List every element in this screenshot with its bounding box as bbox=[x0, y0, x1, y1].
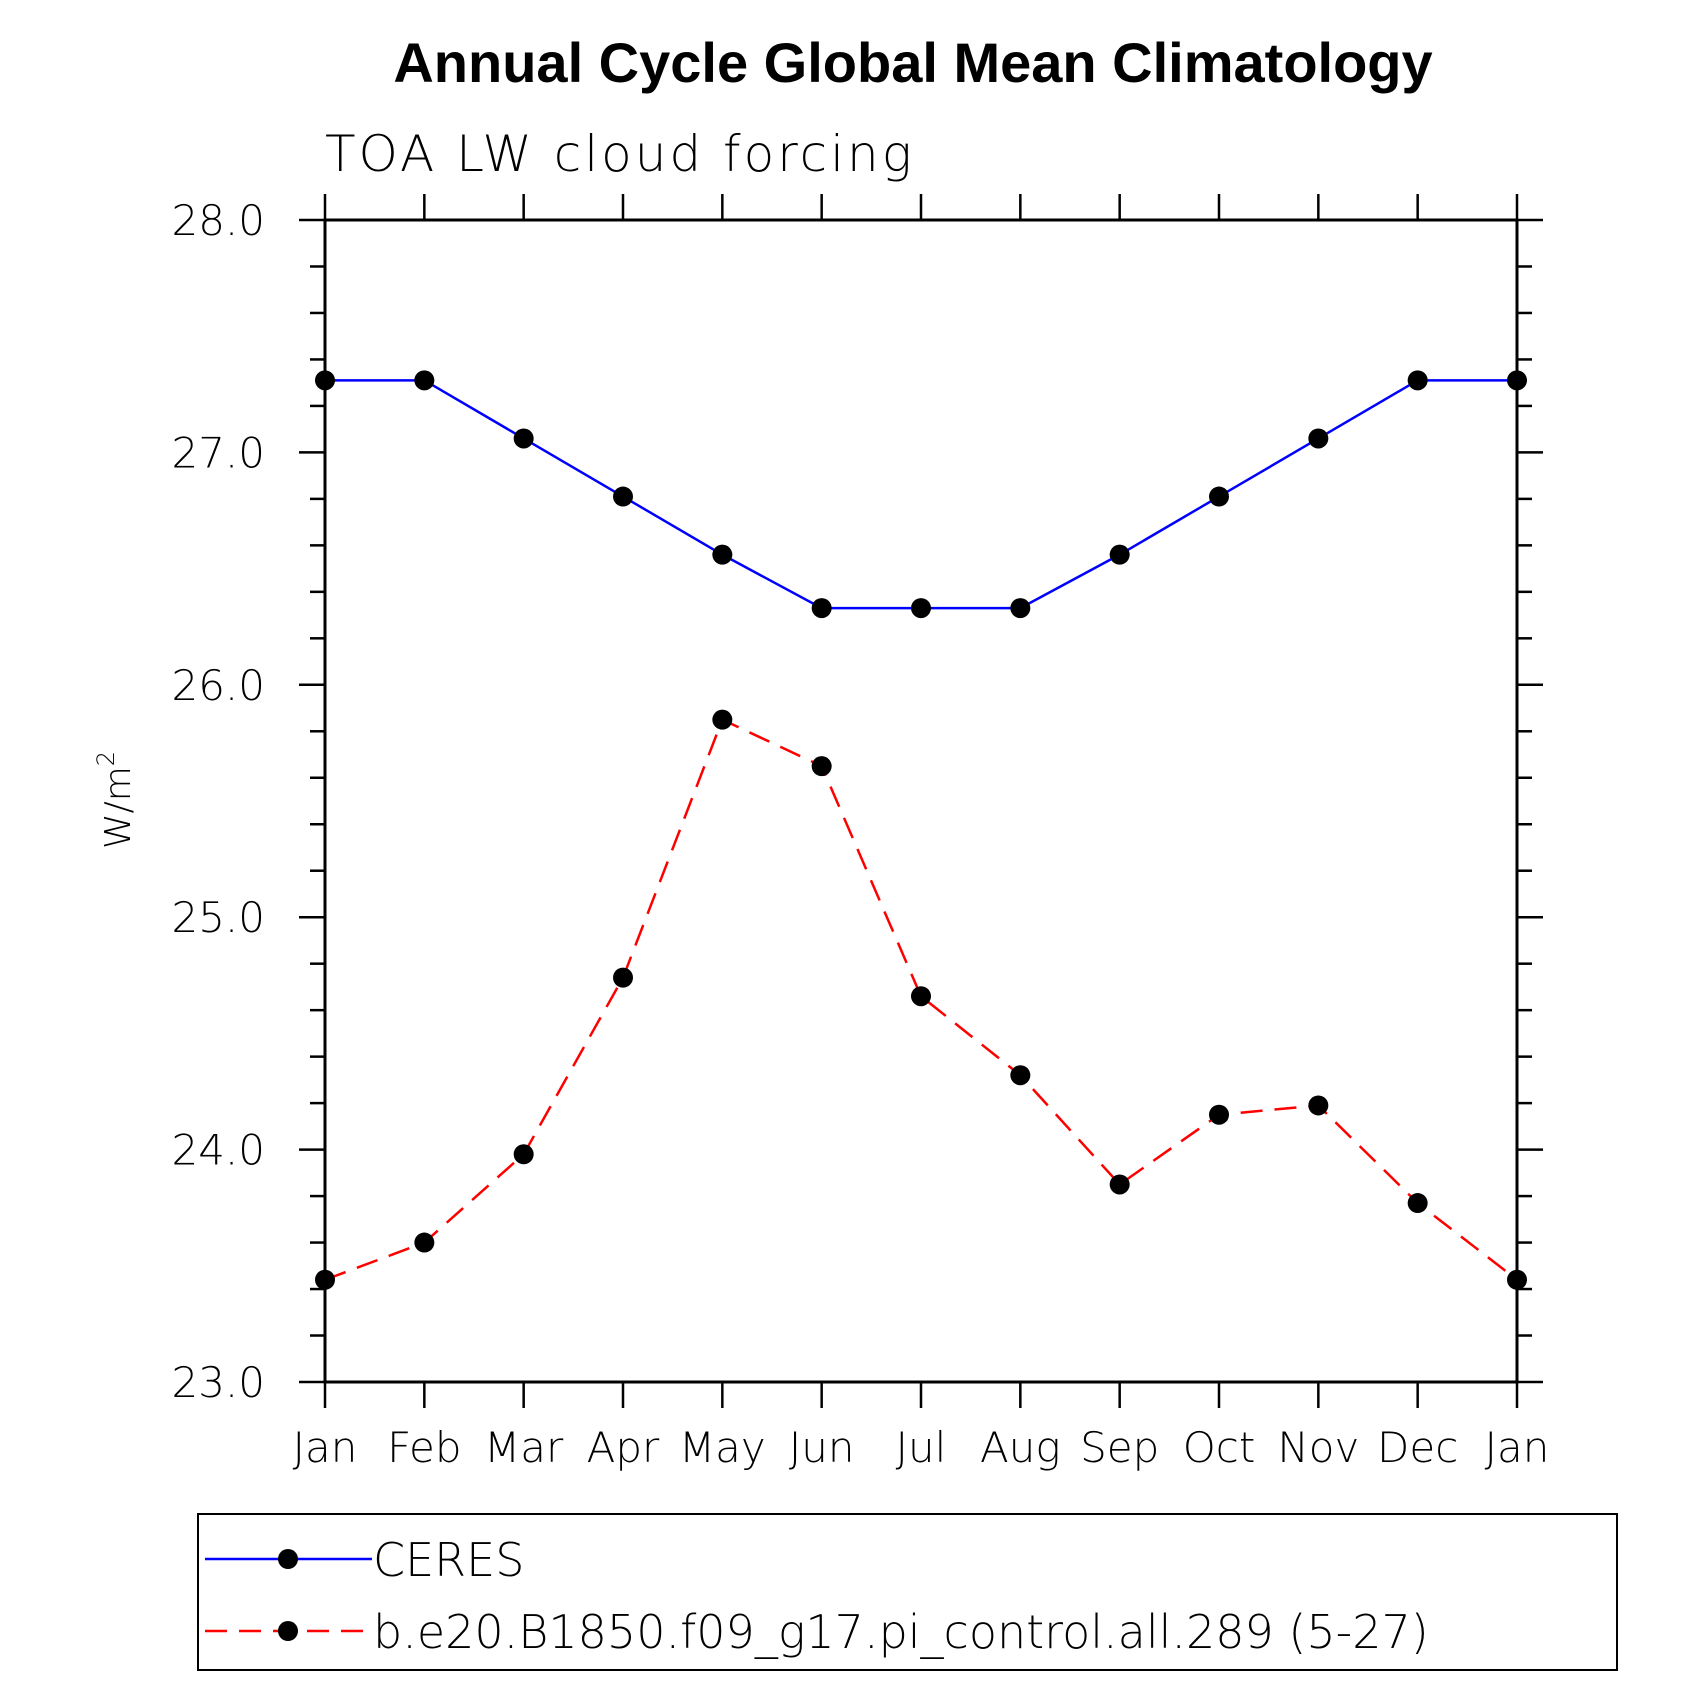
y-tick-label: 26.0 bbox=[171, 661, 265, 710]
legend-box bbox=[197, 1513, 1618, 1671]
x-tick-label: Dec bbox=[1377, 1423, 1458, 1472]
y-tick-label: 27.0 bbox=[171, 428, 265, 477]
series-0-point bbox=[315, 370, 335, 391]
legend-label-ceres: CERES bbox=[373, 1533, 524, 1587]
series-0-point bbox=[1010, 598, 1031, 619]
y-axis-label: W/m2 bbox=[92, 751, 139, 849]
plot-frame bbox=[323, 218, 1519, 1384]
series-1-point bbox=[1308, 1095, 1329, 1116]
y-tick-label: 24.0 bbox=[171, 1126, 265, 1175]
series-1-point bbox=[414, 1232, 435, 1253]
legend-entry-model: b.e20.B1850.f09_g17.pi_control.all.289 (… bbox=[205, 1605, 1429, 1659]
series-1-point bbox=[613, 967, 633, 988]
x-tick-label: Oct bbox=[1183, 1423, 1256, 1472]
legend-entry-ceres: CERES bbox=[205, 1533, 524, 1587]
series-0-point bbox=[613, 486, 633, 507]
x-tick-label: Aug bbox=[980, 1423, 1061, 1472]
y-tick-label: 28.0 bbox=[171, 196, 265, 245]
series-1-point bbox=[1209, 1104, 1229, 1125]
x-tick-label: Sep bbox=[1080, 1423, 1159, 1472]
x-tick-label: Nov bbox=[1277, 1423, 1359, 1472]
series-0-point bbox=[414, 370, 435, 391]
series-layer bbox=[315, 370, 1527, 1290]
series-1-point bbox=[513, 1144, 534, 1165]
series-0-point bbox=[1407, 370, 1428, 391]
x-tick-label: Mar bbox=[484, 1423, 564, 1472]
axis-ticks bbox=[299, 194, 1543, 1408]
series-1-point bbox=[1010, 1065, 1031, 1086]
series-0-point bbox=[1507, 370, 1527, 391]
series-0-point bbox=[811, 598, 832, 619]
legend-marker-ceres bbox=[278, 1549, 298, 1569]
y-tick-labels: 23.0 24.0 25.0 26.0 27.0 28.0 bbox=[171, 196, 265, 1407]
chart-title: Annual Cycle Global Mean Climatology bbox=[393, 31, 1432, 94]
x-tick-label: Jul bbox=[896, 1423, 947, 1472]
series-1-point bbox=[1407, 1193, 1428, 1214]
x-tick-labels: Jan Feb Mar Apr May Jun Jul Aug Sep Oct Nov Dec Jan bbox=[293, 1423, 1550, 1472]
y-tick-label: 25.0 bbox=[171, 893, 265, 942]
series-line-0 bbox=[325, 379, 1517, 610]
x-tick-label: Jan bbox=[293, 1423, 358, 1472]
x-tick-label: Jan bbox=[1485, 1423, 1550, 1472]
series-0-point bbox=[712, 544, 733, 565]
series-1-point bbox=[811, 756, 832, 777]
x-tick-label: Jun bbox=[789, 1423, 855, 1472]
series-0-point bbox=[1209, 486, 1229, 507]
series-0-point bbox=[513, 428, 534, 449]
legend-label-model: b.e20.B1850.f09_g17.pi_control.all.289 (… bbox=[373, 1605, 1429, 1659]
svg-text:W/m2: W/m2 bbox=[92, 751, 139, 849]
y-axis-label-superscript: 2 bbox=[92, 751, 120, 766]
series-0-point bbox=[1308, 428, 1329, 449]
series-1-point bbox=[1507, 1269, 1527, 1290]
chart-subtitle: TOA LW cloud forcing bbox=[325, 125, 915, 183]
series-0-point bbox=[1109, 544, 1130, 565]
x-tick-label: Apr bbox=[587, 1423, 660, 1472]
series-1-point bbox=[911, 986, 931, 1007]
x-tick-label: Feb bbox=[387, 1423, 461, 1472]
x-tick-label: May bbox=[679, 1423, 766, 1472]
series-1-point bbox=[315, 1269, 335, 1290]
series-1-point bbox=[1109, 1174, 1130, 1195]
series-1-point bbox=[712, 709, 733, 730]
series-0-point bbox=[911, 598, 931, 619]
legend: CERES b.e20.B1850.f09_g17.pi_control.all… bbox=[197, 1513, 1618, 1671]
y-axis-label-text: W/m bbox=[98, 766, 139, 849]
y-tick-label: 23.0 bbox=[171, 1358, 265, 1407]
legend-marker-model bbox=[278, 1621, 298, 1641]
